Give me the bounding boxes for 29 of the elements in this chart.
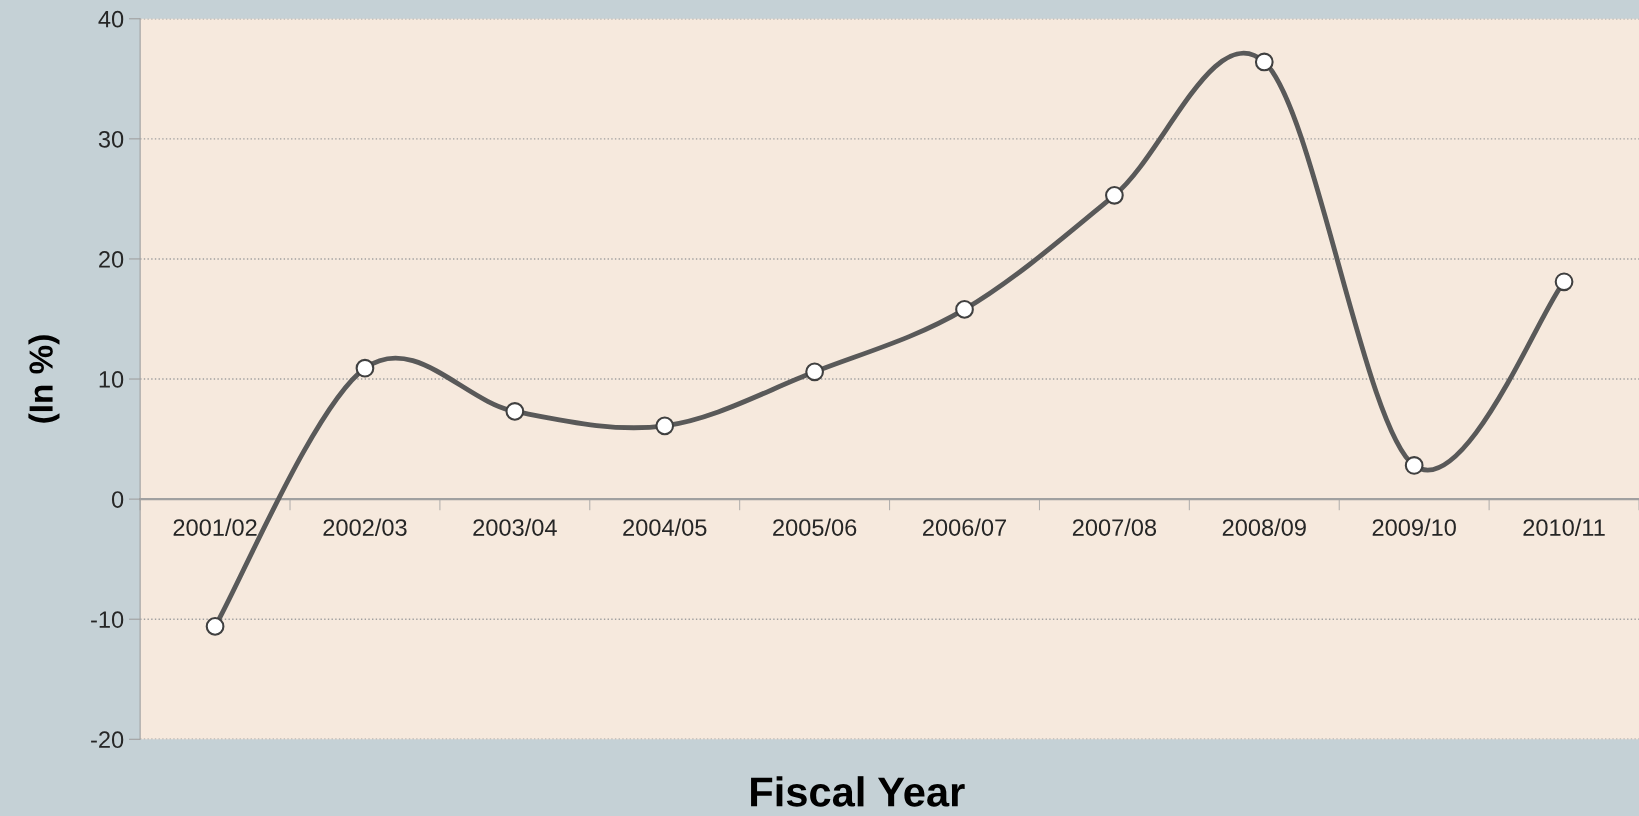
point <box>805 362 824 382</box>
y-tick-label: 10 <box>99 371 124 388</box>
point <box>355 358 375 378</box>
point <box>505 402 525 421</box>
point <box>1554 272 1574 292</box>
x-tick-label: 2004/05 <box>623 518 707 536</box>
point <box>1105 185 1124 205</box>
y-tick-label: 40 <box>98 10 124 28</box>
y-tick-label: 20 <box>99 251 124 268</box>
x-axis-title: Fiscal Year <box>751 776 965 807</box>
y-axis-title: (In %) <box>28 335 60 423</box>
y-tick-label: 30 <box>98 130 124 148</box>
y-tick-label: 0 <box>111 491 124 508</box>
x-tick-label: 2005/06 <box>773 518 857 536</box>
point <box>1404 456 1424 475</box>
point <box>655 416 675 436</box>
x-tick-label: 2007/08 <box>1072 518 1157 536</box>
x-tick-label: 2001/02 <box>173 518 257 536</box>
x-tick-label: 2003/04 <box>473 518 557 536</box>
x-tick-label: 2002/03 <box>323 518 407 536</box>
point <box>1254 52 1274 72</box>
x-tick-label: 2010/11 <box>1523 518 1605 536</box>
x-tick-label: 2006/07 <box>923 518 1006 536</box>
point <box>955 300 974 319</box>
y-tick-label: -10 <box>91 611 124 628</box>
x-tick-label: 2009/10 <box>1372 518 1456 536</box>
y-tick-label: -20 <box>91 731 124 749</box>
point <box>205 617 225 636</box>
x-tick-label: 2008/09 <box>1222 518 1306 536</box>
